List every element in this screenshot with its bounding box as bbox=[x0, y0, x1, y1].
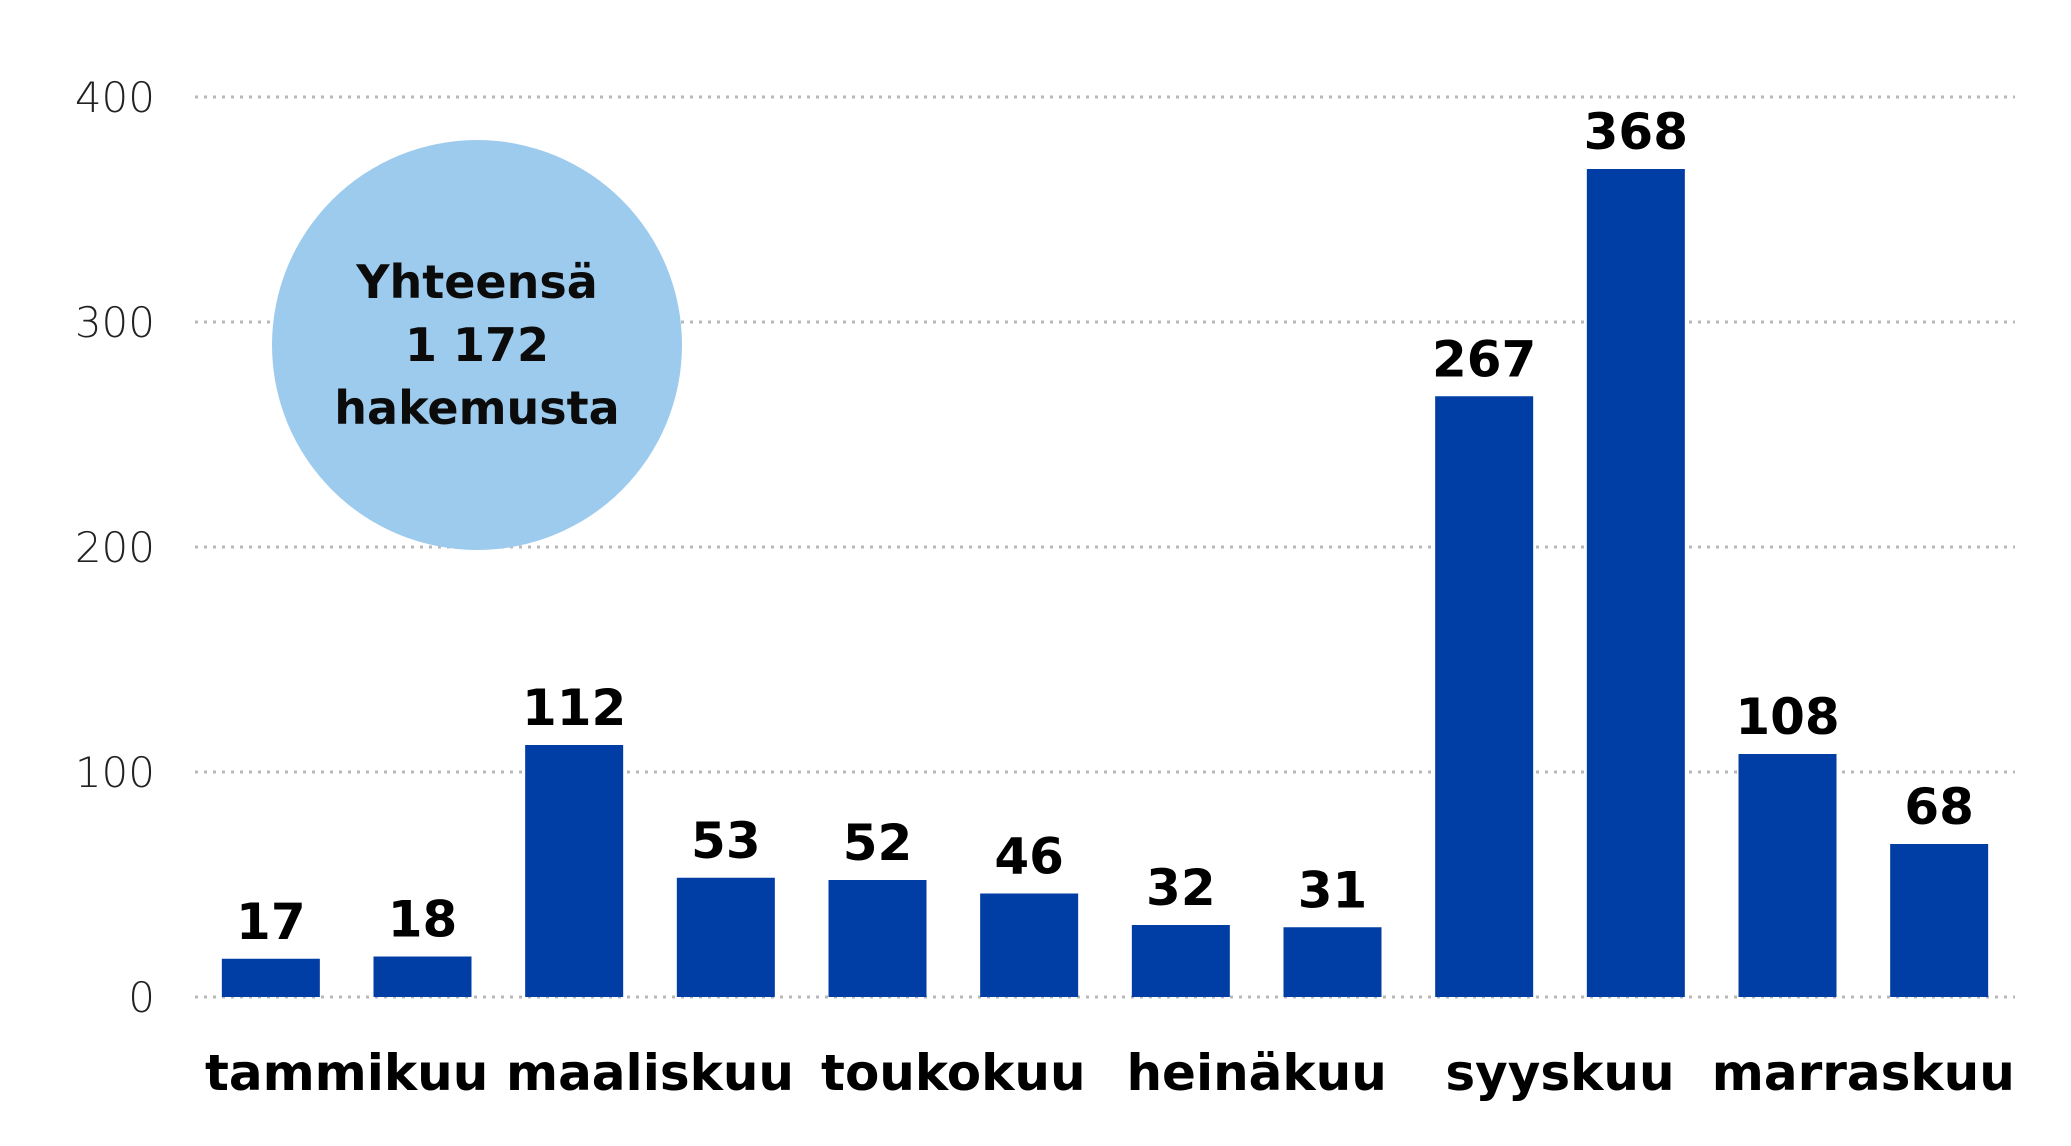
data-label: 32 bbox=[1146, 859, 1216, 917]
data-label: 267 bbox=[1432, 330, 1536, 388]
data-label: 68 bbox=[1904, 778, 1974, 836]
data-label: 368 bbox=[1584, 103, 1688, 161]
data-label: 112 bbox=[522, 679, 626, 737]
y-tick-label: 300 bbox=[75, 298, 155, 347]
total-bubble-line-1: Yhteensä bbox=[355, 255, 598, 309]
bar bbox=[1131, 925, 1230, 997]
data-labels: 17 18 112 53 52 46 32 31 267 368 108 68 bbox=[236, 103, 1974, 951]
total-bubble-circle bbox=[272, 140, 682, 550]
total-bubble-line-3: hakemusta bbox=[334, 381, 619, 435]
x-axis-ticks: tammikuu maaliskuu toukokuu heinäkuu syyskuu… bbox=[205, 1044, 2015, 1102]
bar bbox=[1283, 927, 1382, 997]
x-tick-label: maaliskuu bbox=[506, 1044, 794, 1102]
bar bbox=[525, 745, 624, 997]
x-tick-label: syyskuu bbox=[1445, 1044, 1674, 1102]
data-label: 52 bbox=[843, 814, 913, 872]
bar bbox=[1435, 396, 1534, 997]
data-label: 108 bbox=[1735, 688, 1839, 746]
data-label: 17 bbox=[236, 893, 306, 951]
bar bbox=[676, 877, 775, 997]
y-tick-label: 0 bbox=[128, 973, 155, 1022]
data-label: 18 bbox=[388, 891, 458, 949]
data-label: 31 bbox=[1298, 861, 1368, 919]
x-tick-label: tammikuu bbox=[205, 1044, 488, 1102]
y-tick-label: 100 bbox=[75, 748, 155, 797]
x-tick-label: marraskuu bbox=[1712, 1044, 2015, 1102]
x-tick-label: toukokuu bbox=[821, 1044, 1086, 1102]
y-tick-label: 400 bbox=[75, 73, 155, 122]
bar bbox=[1890, 844, 1989, 997]
bar bbox=[1586, 169, 1685, 997]
bar bbox=[373, 956, 472, 997]
total-bubble-line-2: 1 172 bbox=[405, 318, 549, 372]
total-bubble: Yhteensä 1 172 hakemusta bbox=[272, 140, 682, 550]
bars bbox=[221, 169, 1989, 997]
data-label: 46 bbox=[994, 828, 1064, 886]
bar bbox=[221, 958, 320, 997]
bar bbox=[980, 893, 1079, 997]
gridlines bbox=[195, 95, 2015, 999]
y-axis-ticks: 0 100 200 300 400 bbox=[75, 73, 155, 1022]
bar bbox=[828, 880, 927, 997]
x-tick-label: heinäkuu bbox=[1126, 1044, 1386, 1102]
data-label: 53 bbox=[691, 812, 761, 870]
bar bbox=[1738, 754, 1837, 997]
y-tick-label: 200 bbox=[75, 523, 155, 572]
